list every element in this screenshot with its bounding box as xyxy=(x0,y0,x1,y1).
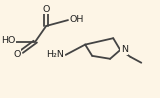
Text: H₂N: H₂N xyxy=(47,50,64,59)
Text: H: H xyxy=(50,50,57,59)
Text: O: O xyxy=(43,5,50,14)
Text: HO: HO xyxy=(1,36,15,45)
Text: N: N xyxy=(54,50,61,59)
Text: O: O xyxy=(14,50,21,59)
Text: N: N xyxy=(121,45,128,54)
Text: OH: OH xyxy=(69,15,84,24)
